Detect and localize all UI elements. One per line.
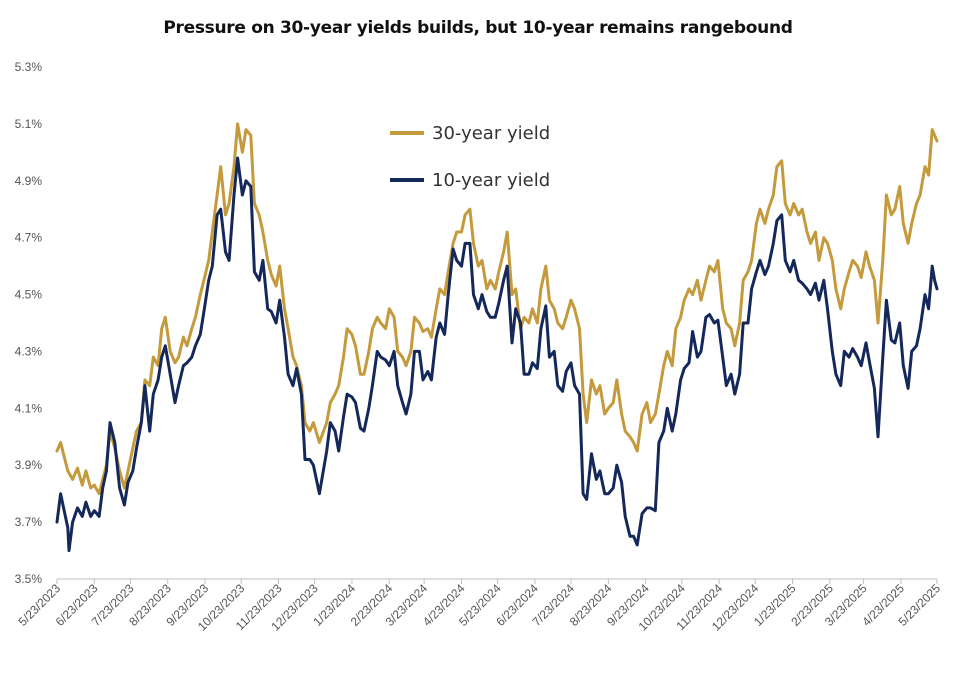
y-axis: 3.5% 3.7% 3.9% 4.1% 4.3% 4.5% 4.7% 4.9% 5.1% 5.3% — [15, 60, 43, 586]
y-tick-label: 3.7% — [15, 515, 43, 529]
x-axis: 5/23/20236/23/20237/23/20238/23/20239/23… — [15, 578, 943, 634]
series-layer — [55, 122, 939, 553]
y-tick-label: 3.9% — [15, 458, 43, 472]
y-tick-label: 5.1% — [15, 117, 43, 131]
y-tick-label: 3.5% — [15, 572, 43, 586]
series-line-30-year — [55, 122, 939, 496]
y-tick-label: 4.5% — [15, 288, 43, 302]
y-tick-label: 4.3% — [15, 344, 43, 358]
y-tick-label: 4.1% — [15, 401, 43, 415]
legend-label: 30-year yield — [432, 123, 550, 144]
legend: 30-year yield 10-year yield — [390, 123, 550, 191]
y-tick-label: 5.3% — [15, 60, 43, 74]
series-line-10-year — [55, 156, 939, 553]
y-tick-label: 4.7% — [15, 231, 43, 245]
chart-title: Pressure on 30-year yields builds, but 1… — [163, 18, 793, 38]
legend-label: 10-year yield — [432, 170, 550, 191]
y-tick-label: 4.9% — [15, 174, 43, 188]
